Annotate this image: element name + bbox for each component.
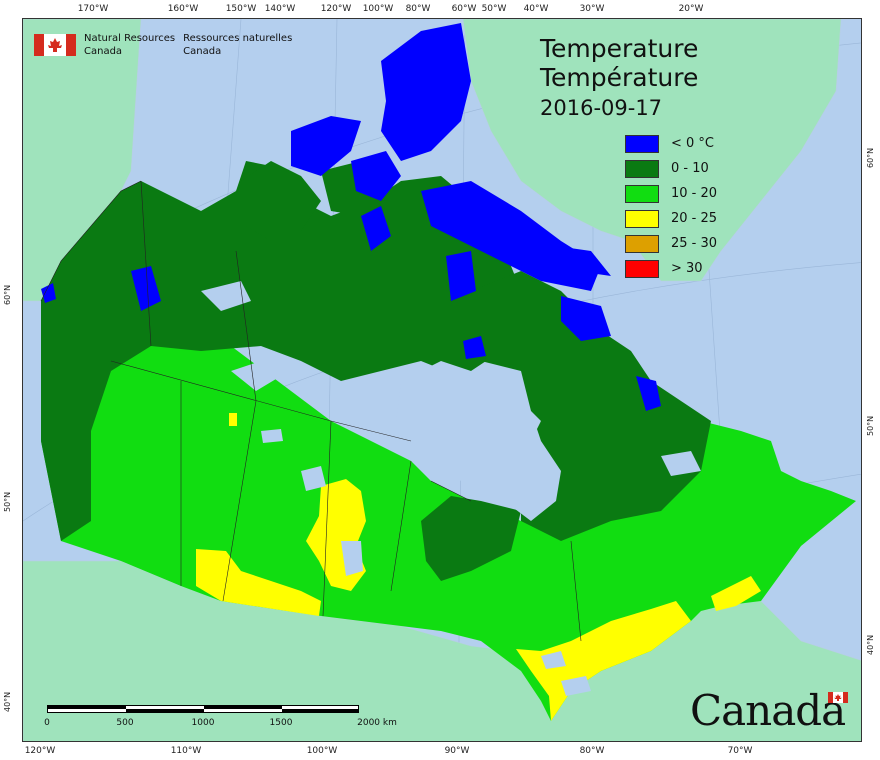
legend-item: > 30 (625, 259, 717, 278)
foreign-land (23, 19, 861, 741)
graticule-top-label: 100°W (362, 4, 394, 14)
legend-item: 20 - 25 (625, 209, 717, 228)
agency-name-en: Natural Resources Canada (84, 32, 175, 58)
legend-item: 10 - 20 (625, 184, 717, 203)
graticule-bottom-label: 80°W (579, 746, 605, 756)
graticule-top-label: 60°W (451, 4, 477, 14)
scale-label: 1500 (269, 718, 293, 728)
legend-item: 0 - 10 (625, 159, 717, 178)
agency-name-fr-line2: Canada (183, 46, 222, 57)
graticule-top-label: 160°W (167, 4, 199, 14)
graticule-top-label: 150°W (225, 4, 257, 14)
legend-swatch (625, 234, 659, 253)
legend-label: < 0 °C (671, 136, 715, 151)
canada-wordmark: Canada (690, 686, 848, 735)
legend: < 0 °C 0 - 10 10 - 20 20 - 25 25 - 30 > … (625, 134, 717, 284)
graticule-bottom-label: 110°W (170, 746, 202, 756)
agency-name-en-line1: Natural Resources (84, 33, 176, 44)
graticule-bottom-label: 100°W (306, 746, 338, 756)
wordmark-flag-icon (828, 692, 848, 703)
map-title: Temperature Température 2016-09-17 (540, 34, 698, 122)
graticule-left-label: 60°N (3, 284, 12, 305)
graticule-top-label: 20°W (678, 4, 704, 14)
agency-signature: Natural Resources Canada Ressources natu… (34, 32, 292, 58)
agency-name-fr: Ressources naturelles Canada (183, 32, 292, 58)
scale-label: 0 (44, 718, 50, 728)
legend-swatch (625, 134, 659, 153)
graticule-bottom-label: 90°W (444, 746, 470, 756)
agency-name-en-line2: Canada (84, 46, 123, 57)
graticule-right-label: 40°N (866, 634, 875, 655)
graticule-top-label: 40°W (523, 4, 549, 14)
legend-swatch (625, 209, 659, 228)
graticule-top-label: 140°W (264, 4, 296, 14)
scale-label: 1000 (191, 718, 215, 728)
graticule-bottom-label: 70°W (727, 746, 753, 756)
legend-label: > 30 (671, 261, 703, 276)
graticule-top-label: 170°W (77, 4, 109, 14)
lakes (201, 281, 701, 696)
legend-swatch (625, 159, 659, 178)
hudson-bay (396, 361, 561, 521)
title-en: Temperature (540, 34, 699, 63)
scale-label: 500 (116, 718, 134, 728)
scale-bar: 0 500 1000 1500 2000 km (44, 705, 397, 728)
title-date: 2016-09-17 (540, 96, 663, 120)
region-below-0 (41, 23, 661, 411)
canada-flag-icon (34, 34, 76, 56)
provincial-boundaries (110, 180, 582, 642)
map-panel (22, 18, 862, 742)
graticule-top-label: 120°W (320, 4, 352, 14)
legend-swatch (625, 184, 659, 203)
legend-label: 25 - 30 (671, 236, 718, 251)
legend-item: 25 - 30 (625, 234, 717, 253)
graticule-top-label: 80°W (405, 4, 431, 14)
legend-label: 10 - 20 (671, 186, 718, 201)
graticule-top-label: 30°W (579, 4, 605, 14)
title-fr: Température (540, 63, 699, 92)
wordmark-text: Canada (690, 686, 846, 735)
legend-label: 20 - 25 (671, 211, 718, 226)
graticule-left-label: 50°N (3, 491, 12, 512)
scale-bar-graphic (47, 705, 359, 713)
temperature-map-svg (23, 19, 861, 741)
legend-label: 0 - 10 (671, 161, 709, 176)
scale-label: 2000 km (357, 718, 397, 728)
legend-swatch (625, 259, 659, 278)
arctic-islands (241, 161, 601, 371)
graticule-top-label: 50°W (481, 4, 507, 14)
legend-item: < 0 °C (625, 134, 717, 153)
graticule-bottom-label: 120°W (24, 746, 56, 756)
graticule-right-label: 60°N (866, 147, 875, 168)
graticule-left-label: 40°N (3, 691, 12, 712)
agency-name-fr-line1: Ressources naturelles (183, 33, 293, 44)
graticule-right-label: 50°N (866, 415, 875, 436)
